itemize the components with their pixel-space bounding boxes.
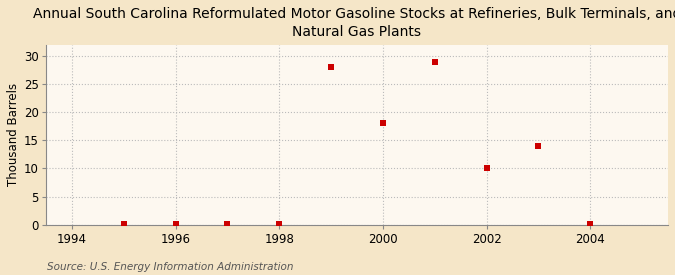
Text: Source: U.S. Energy Information Administration: Source: U.S. Energy Information Administ… [47,262,294,272]
Point [222,222,233,227]
Title: Annual South Carolina Reformulated Motor Gasoline Stocks at Refineries, Bulk Ter: Annual South Carolina Reformulated Motor… [33,7,675,39]
Point [170,222,181,227]
Y-axis label: Thousand Barrels: Thousand Barrels [7,83,20,186]
Point [533,144,544,148]
Point [274,222,285,227]
Point [118,222,129,227]
Point [481,166,492,171]
Point [377,121,388,126]
Point [325,65,336,69]
Point [429,59,440,64]
Point [585,222,596,227]
